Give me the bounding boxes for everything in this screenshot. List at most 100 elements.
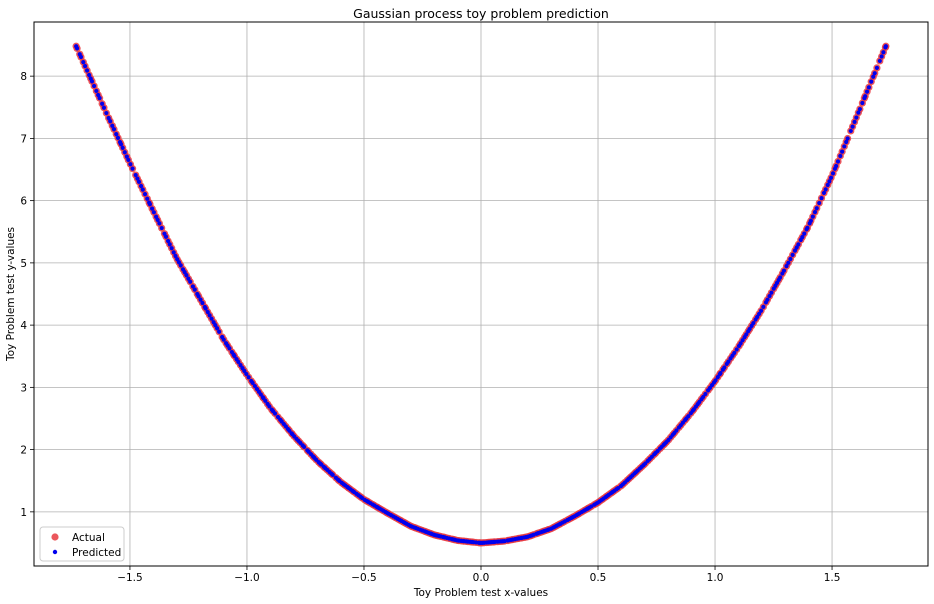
predicted-point (755, 314, 760, 320)
predicted-point (100, 101, 105, 106)
predicted-point (250, 380, 255, 386)
predicted-point (686, 414, 691, 419)
predicted-point (881, 50, 886, 55)
predicted-point (128, 162, 133, 167)
y-tick-label: 5 (20, 258, 27, 270)
predicted-point (184, 273, 189, 278)
predicted-point (786, 260, 791, 265)
predicted-point (738, 341, 743, 346)
predicted-point (203, 306, 208, 311)
predicted-point (272, 411, 278, 416)
predicted-point (869, 79, 874, 84)
predicted-point (159, 225, 164, 231)
predicted-point (845, 136, 850, 141)
predicted-point (120, 145, 125, 150)
predicted-point (800, 235, 805, 240)
predicted-point (232, 353, 237, 359)
predicted-point (883, 44, 888, 49)
predicted-point (242, 368, 247, 374)
predicted-point (703, 391, 708, 397)
predicted-point (153, 214, 159, 219)
predicted-point (236, 359, 241, 364)
predicted-point (82, 63, 88, 69)
predicted-point (136, 179, 142, 184)
predicted-point (138, 183, 144, 189)
predicted-point (734, 347, 739, 352)
predicted-point (205, 309, 210, 315)
predicted-point (192, 287, 197, 292)
predicted-point (169, 246, 174, 251)
predicted-point (167, 242, 172, 247)
predicted-point (163, 234, 169, 239)
x-tick-label: 1.0 (707, 572, 724, 584)
predicted-point (155, 217, 160, 222)
x-tick-label: −1.0 (234, 572, 260, 584)
legend: Actual Predicted (39, 526, 125, 562)
predicted-point (130, 166, 135, 171)
predicted-point (263, 398, 268, 403)
predicted-point (217, 329, 222, 334)
predicted-point (788, 256, 793, 262)
predicted-point (302, 444, 307, 450)
predicted-point (814, 206, 819, 211)
predicted-point (171, 250, 176, 255)
predicted-point (732, 350, 737, 356)
predicted-point (94, 88, 99, 94)
predicted-point (126, 157, 131, 163)
y-axis-label: Toy Problem test y-values (5, 227, 17, 362)
predicted-point (227, 346, 232, 351)
predicted-point (151, 210, 156, 215)
predicted-point (835, 159, 841, 164)
predicted-point (114, 132, 119, 137)
x-tick-label: −1.5 (117, 572, 143, 584)
predicted-point (877, 58, 882, 64)
predicted-point (145, 196, 150, 201)
predicted-point (267, 404, 272, 409)
predicted-point (147, 202, 153, 207)
predicted-point (857, 106, 862, 112)
legend-predicted-marker (52, 549, 58, 555)
predicted-point (111, 127, 117, 132)
predicted-point (844, 139, 849, 145)
predicted-point (674, 428, 679, 433)
predicted-point (872, 71, 877, 76)
predicted-point (866, 85, 871, 90)
predicted-point (819, 196, 824, 201)
predicted-point (108, 119, 113, 124)
predicted-point (810, 214, 815, 219)
predicted-point (781, 268, 787, 273)
predicted-point (190, 284, 195, 289)
y-tick-label: 4 (20, 320, 27, 332)
y-tick-label: 7 (20, 133, 27, 145)
legend-actual-marker (51, 533, 59, 541)
predicted-point (840, 149, 845, 154)
predicted-point (115, 135, 121, 140)
predicted-point (84, 68, 90, 73)
predicted-point (214, 326, 220, 331)
predicted-point (150, 206, 155, 211)
predicted-point (856, 110, 861, 115)
predicted-point (794, 245, 799, 250)
predicted-point (176, 260, 182, 265)
predicted-point (790, 252, 795, 257)
predicted-point (756, 311, 762, 317)
predicted-point (701, 394, 706, 400)
predicted-point (808, 218, 814, 223)
predicted-point (89, 79, 95, 84)
predicted-point (81, 60, 86, 65)
predicted-point (747, 326, 752, 332)
predicted-point (767, 293, 772, 299)
predicted-point (87, 72, 92, 78)
predicted-point (246, 375, 251, 380)
predicted-point (765, 297, 770, 302)
predicted-point (874, 65, 880, 70)
predicted-point (221, 337, 226, 342)
predicted-point (133, 172, 138, 178)
predicted-point (842, 144, 847, 149)
predicted-point (850, 124, 855, 129)
predicted-point (166, 238, 171, 244)
predicted-point (758, 308, 764, 313)
predicted-point (838, 153, 843, 159)
